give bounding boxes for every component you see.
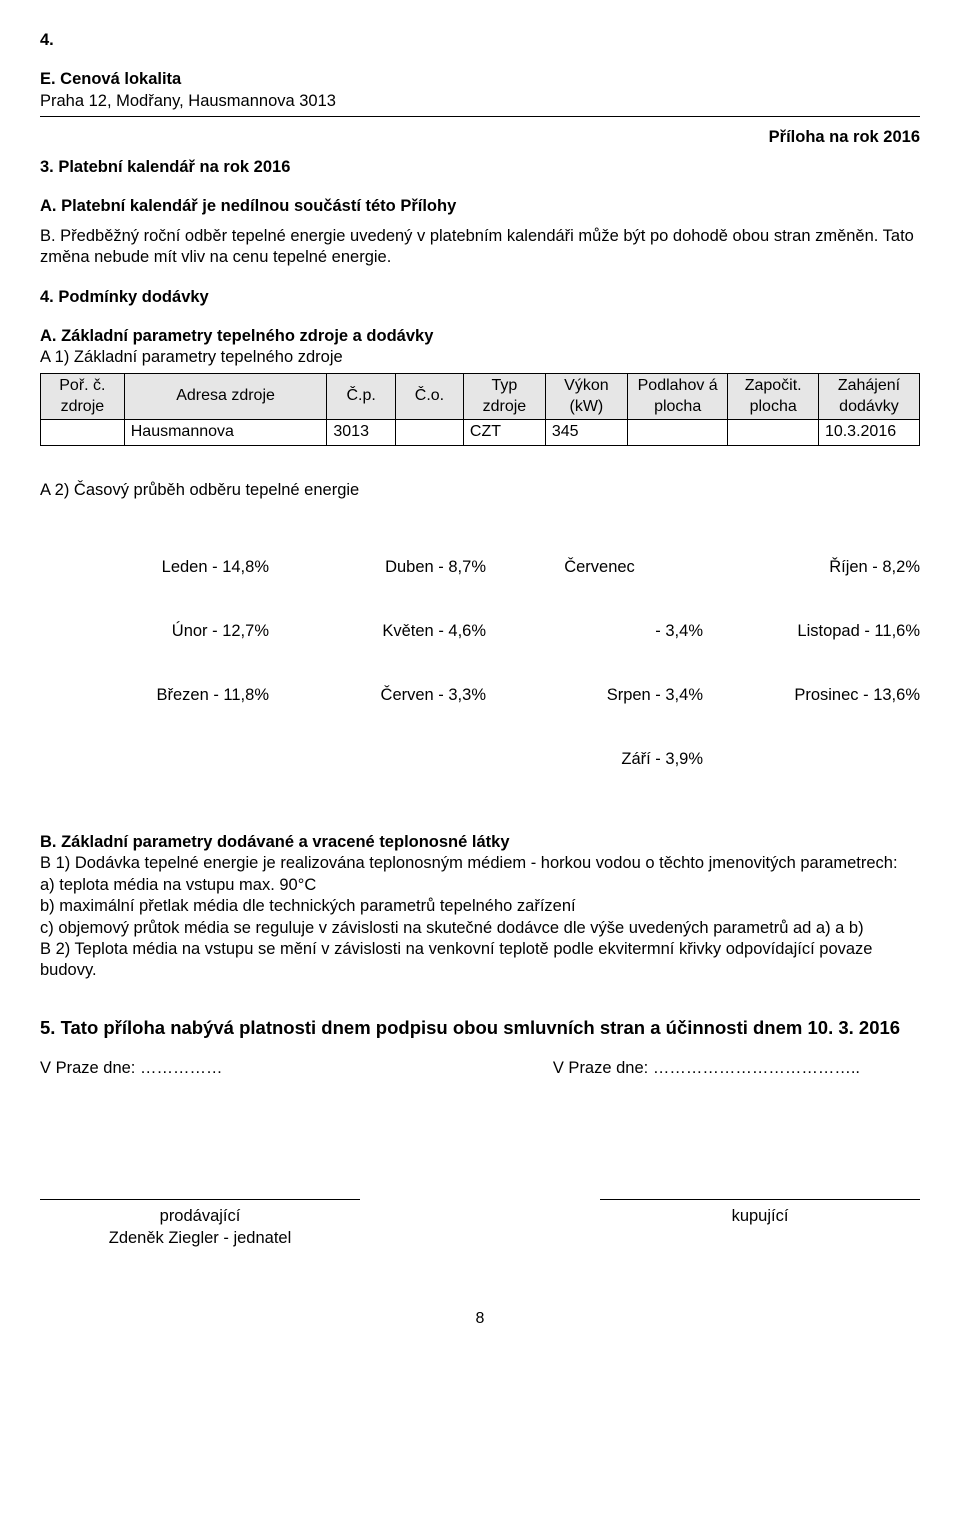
section-3b: B. Předběžný roční odběr tepelné energie…: [40, 226, 920, 269]
cell: Hausmannova: [124, 420, 327, 446]
signature-line: [40, 1199, 360, 1200]
section-4b-title: B. Základní parametry dodávané a vracené…: [40, 832, 920, 853]
th-adresa: Adresa zdroje: [124, 373, 327, 420]
month-item: Květen - 4,6%: [279, 621, 486, 642]
section-label: E. Cenová lokalita: [40, 69, 920, 90]
buyer-date: V Praze dne: ………………………………..: [553, 1058, 920, 1079]
month-header: Červenec: [496, 557, 703, 578]
cell: [41, 420, 125, 446]
month-item: Březen - 11,8%: [62, 685, 269, 706]
body-text: b) maximální přetlak média dle technický…: [40, 896, 920, 917]
cell: [395, 420, 463, 446]
section-4a2-title: A 2) Časový průběh odběru tepelné energi…: [40, 480, 920, 501]
seller-name: Zdeněk Ziegler - jednatel: [40, 1228, 360, 1249]
months-col-1: Leden - 14,8% Únor - 12,7% Březen - 11,8…: [62, 514, 269, 814]
month-item: Únor - 12,7%: [62, 621, 269, 642]
seller-role: prodávající: [40, 1206, 360, 1227]
body-text: a) teplota média na vstupu max. 90°C: [40, 875, 920, 896]
month-item: - 3,4%: [496, 621, 703, 642]
seller-date: V Praze dne: ……………: [40, 1058, 222, 1079]
signature-row: prodávající Zdeněk Ziegler - jednatel ku…: [40, 1199, 920, 1249]
cell: CZT: [463, 420, 545, 446]
months-grid: Leden - 14,8% Únor - 12,7% Březen - 11,8…: [62, 514, 920, 814]
cell: 10.3.2016: [818, 420, 919, 446]
month-item: Leden - 14,8%: [62, 557, 269, 578]
section-4a-title: A. Základní parametry tepelného zdroje a…: [40, 326, 920, 347]
section-3-title: 3. Platební kalendář na rok 2016: [40, 157, 920, 178]
body-text: B 2) Teplota média na vstupu se mění v z…: [40, 939, 920, 982]
month-item: Říjen - 8,2%: [713, 557, 920, 578]
th-co: Č.o.: [395, 373, 463, 420]
month-item: Listopad - 11,6%: [713, 621, 920, 642]
month-item: Září - 3,9%: [496, 749, 703, 770]
month-item: Srpen - 3,4%: [496, 685, 703, 706]
month-item: Červen - 3,3%: [279, 685, 486, 706]
cell: 3013: [327, 420, 396, 446]
section-4a1-sub: A 1) Základní parametry tepelného zdroje: [40, 347, 920, 368]
th-vykon: Výkon (kW): [545, 373, 627, 420]
signature-line: [600, 1199, 920, 1200]
months-col-4: Říjen - 8,2% Listopad - 11,6% Prosinec -…: [713, 514, 920, 814]
buyer-role: kupující: [600, 1206, 920, 1227]
section-4-title: 4. Podmínky dodávky: [40, 287, 920, 308]
section-5-title: 5. Tato příloha nabývá platnosti dnem po…: [40, 1016, 920, 1040]
cell: 345: [545, 420, 627, 446]
th-zahajeni: Zahájení dodávky: [818, 373, 919, 420]
source-parameters-table: Poř. č. zdroje Adresa zdroje Č.p. Č.o. T…: [40, 373, 920, 446]
cell: [627, 420, 728, 446]
buyer-signature: kupující: [600, 1199, 920, 1249]
address-line: Praha 12, Modřany, Hausmannova 3013: [40, 91, 920, 112]
month-item: Duben - 8,7%: [279, 557, 486, 578]
th-por-c: Poř. č. zdroje: [41, 373, 125, 420]
th-zapocit: Započit. plocha: [728, 373, 819, 420]
appendix-title: Příloha na rok 2016: [40, 127, 920, 148]
th-podlah: Podlahov á plocha: [627, 373, 728, 420]
seller-signature: prodávající Zdeněk Ziegler - jednatel: [40, 1199, 360, 1249]
divider: [40, 116, 920, 117]
table-row: Hausmannova 3013 CZT 345 10.3.2016: [41, 420, 920, 446]
page-marker: 4.: [40, 30, 920, 51]
page-number: 8: [40, 1309, 920, 1330]
table-header-row: Poř. č. zdroje Adresa zdroje Č.p. Č.o. T…: [41, 373, 920, 420]
cell: [728, 420, 819, 446]
body-text: B 1) Dodávka tepelné energie je realizov…: [40, 853, 920, 874]
body-text: c) objemový průtok média se reguluje v z…: [40, 918, 920, 939]
th-cp: Č.p.: [327, 373, 396, 420]
date-row: V Praze dne: …………… V Praze dne: ………………………: [40, 1058, 920, 1079]
section-3a: A. Platební kalendář je nedílnou součást…: [40, 196, 920, 217]
document-page: 4. E. Cenová lokalita Praha 12, Modřany,…: [0, 0, 960, 1370]
th-typ: Typ zdroje: [463, 373, 545, 420]
months-col-3: Červenec - 3,4% Srpen - 3,4% Září - 3,9%: [496, 514, 703, 814]
months-col-2: Duben - 8,7% Květen - 4,6% Červen - 3,3%: [279, 514, 486, 814]
month-item: Prosinec - 13,6%: [713, 685, 920, 706]
